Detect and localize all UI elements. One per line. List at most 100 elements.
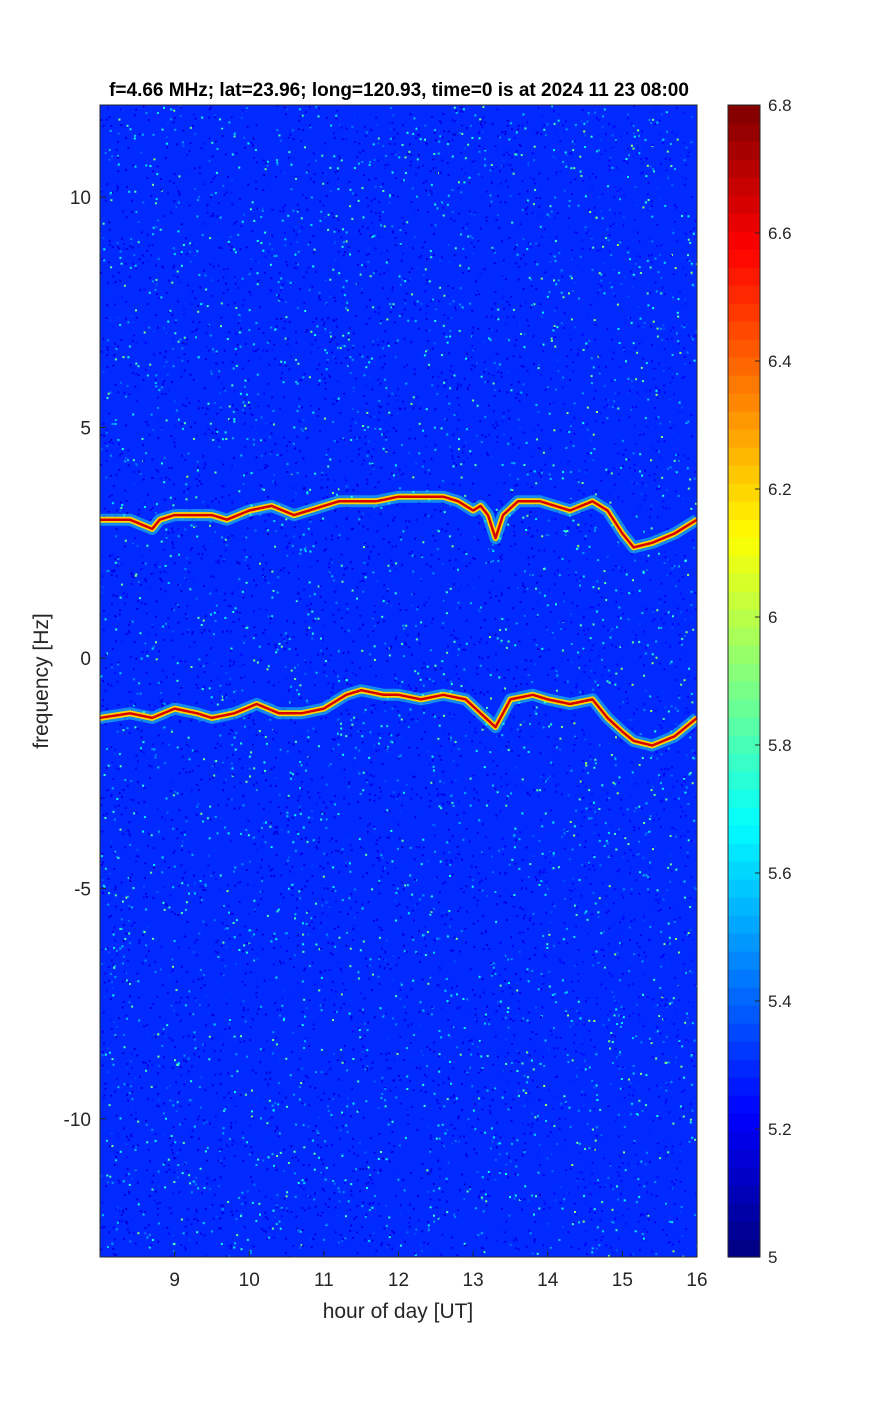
noise-speck: [595, 1053, 598, 1056]
noise-speck: [515, 314, 518, 317]
noise-speck: [409, 1172, 412, 1174]
noise-speck: [264, 168, 267, 171]
noise-speck: [447, 828, 450, 831]
noise-speck: [187, 488, 190, 490]
noise-speck: [258, 1190, 260, 1192]
noise-speck: [667, 710, 670, 713]
noise-speck: [535, 1033, 538, 1036]
noise-speck: [129, 843, 132, 846]
noise-speck: [165, 797, 168, 800]
noise-speck: [366, 781, 368, 784]
noise-speck: [368, 1209, 371, 1211]
noise-speck: [614, 295, 616, 298]
noise-speck: [377, 733, 380, 736]
noise-speck: [372, 571, 375, 574]
noise-speck: [353, 716, 356, 719]
noise-speck: [362, 848, 365, 851]
noise-speck: [425, 189, 427, 192]
noise-speck: [105, 317, 108, 319]
noise-speck: [213, 919, 216, 922]
noise-speck: [103, 1225, 106, 1228]
noise-speck: [375, 116, 378, 119]
noise-speck: [256, 871, 259, 874]
noise-speck: [572, 149, 575, 152]
noise-speck: [219, 555, 222, 558]
noise-speck: [354, 194, 357, 196]
noise-speck: [673, 1203, 676, 1205]
noise-speck: [248, 767, 251, 770]
noise-speck: [203, 1186, 206, 1189]
noise-speck: [623, 193, 626, 196]
noise-speck: [460, 1109, 463, 1112]
noise-speck: [158, 1099, 161, 1102]
noise-speck: [603, 292, 606, 295]
noise-speck: [303, 1103, 306, 1106]
noise-speck: [651, 205, 653, 208]
noise-speck: [222, 438, 224, 441]
noise-speck: [573, 573, 576, 576]
noise-speck: [163, 548, 166, 551]
noise-speck: [156, 807, 159, 810]
plot-area: [99, 104, 698, 1258]
noise-speck: [312, 251, 315, 254]
noise-speck: [608, 1040, 611, 1043]
noise-speck: [337, 230, 340, 233]
noise-speck: [420, 1177, 423, 1180]
noise-speck: [328, 1097, 331, 1100]
noise-speck: [525, 212, 528, 215]
noise-speck: [152, 866, 155, 869]
noise-speck: [286, 619, 289, 622]
noise-speck: [505, 1038, 508, 1041]
noise-speck: [387, 344, 390, 347]
noise-speck: [515, 153, 518, 156]
noise-speck: [358, 627, 361, 630]
noise-speck: [391, 392, 394, 395]
noise-speck: [468, 181, 471, 184]
noise-speck: [152, 847, 155, 850]
noise-speck: [187, 758, 190, 761]
noise-speck: [193, 1053, 196, 1056]
noise-speck: [680, 406, 683, 409]
noise-speck: [324, 387, 327, 390]
noise-speck: [665, 798, 668, 801]
noise-speck: [216, 412, 219, 415]
noise-speck: [204, 502, 207, 505]
noise-speck: [171, 527, 174, 530]
noise-speck: [512, 1098, 515, 1101]
noise-speck: [369, 1137, 372, 1139]
noise-speck: [554, 1076, 557, 1079]
noise-speck: [207, 408, 210, 411]
noise-speck: [620, 592, 623, 595]
noise-speck: [136, 855, 138, 858]
noise-speck: [154, 705, 157, 708]
noise-speck: [656, 609, 659, 612]
noise-speck: [290, 718, 293, 721]
noise-speck: [588, 1147, 591, 1150]
noise-speck: [185, 483, 188, 486]
noise-speck: [323, 812, 326, 815]
noise-speck: [150, 181, 153, 184]
noise-speck: [316, 1144, 319, 1147]
noise-speck: [190, 1099, 193, 1102]
noise-speck: [247, 183, 250, 186]
noise-speck: [680, 683, 683, 686]
noise-speck: [102, 1011, 105, 1014]
noise-speck: [232, 457, 235, 459]
noise-speck: [461, 1083, 463, 1086]
noise-speck: [683, 555, 686, 558]
noise-speck: [261, 574, 264, 577]
noise-speck: [163, 860, 166, 863]
noise-speck: [600, 1034, 603, 1037]
noise-speck: [678, 410, 681, 413]
noise-speck: [626, 132, 629, 135]
noise-speck: [630, 351, 633, 354]
noise-speck: [658, 818, 661, 821]
noise-speck: [484, 835, 487, 838]
noise-speck: [628, 1085, 631, 1088]
noise-speck: [501, 848, 504, 850]
noise-speck: [250, 935, 253, 938]
noise-speck: [119, 108, 122, 111]
noise-speck: [685, 422, 688, 424]
noise-speck: [167, 531, 170, 534]
noise-speck: [248, 309, 251, 312]
